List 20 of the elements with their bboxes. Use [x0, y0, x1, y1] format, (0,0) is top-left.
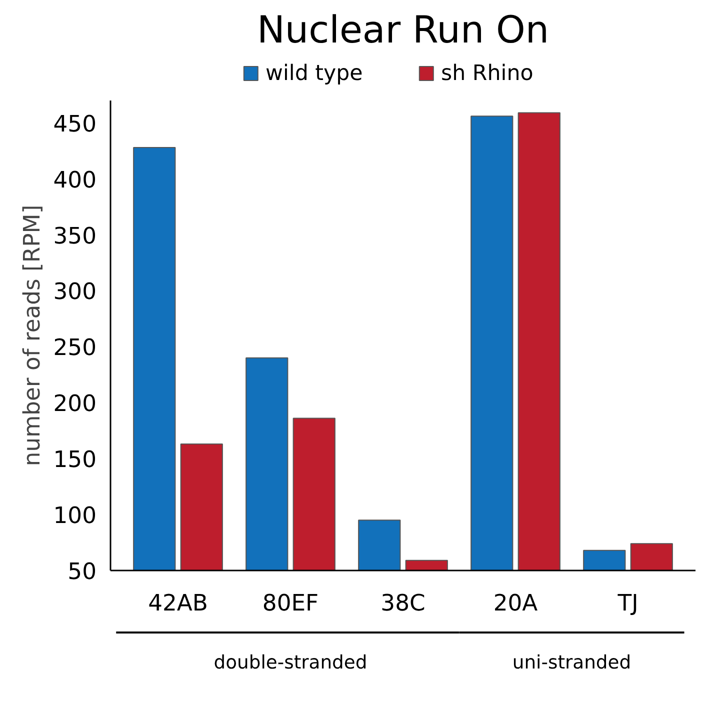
text: uni-stranded [512, 652, 632, 674]
y-tick-label: 50 [68, 559, 97, 585]
chart-title: Nuclear Run On [256, 8, 550, 52]
y-tick-label: 100 [53, 503, 97, 530]
legend-label: wild type [266, 61, 363, 86]
x-tick-label: 38C [380, 590, 426, 616]
y-tick-label: 450 [53, 111, 97, 138]
y-tick-label: 150 [53, 447, 97, 474]
x-tick-label: TJ [616, 590, 638, 616]
y-axis-title: number of reads [RPM] [19, 204, 46, 466]
y-tick-label: 200 [53, 391, 97, 418]
x-tick-label: 42AB [148, 590, 208, 616]
text: double-stranded [214, 652, 368, 674]
legend-label: sh Rhino [441, 61, 534, 86]
y-tick-label: 400 [53, 167, 97, 194]
x-tick-label: 80EF [262, 590, 319, 616]
y-tick-label: 250 [53, 335, 97, 362]
y-tick-label: 300 [53, 279, 97, 306]
x-tick-label: 20A [493, 590, 538, 616]
y-tick-label: 350 [53, 223, 97, 250]
